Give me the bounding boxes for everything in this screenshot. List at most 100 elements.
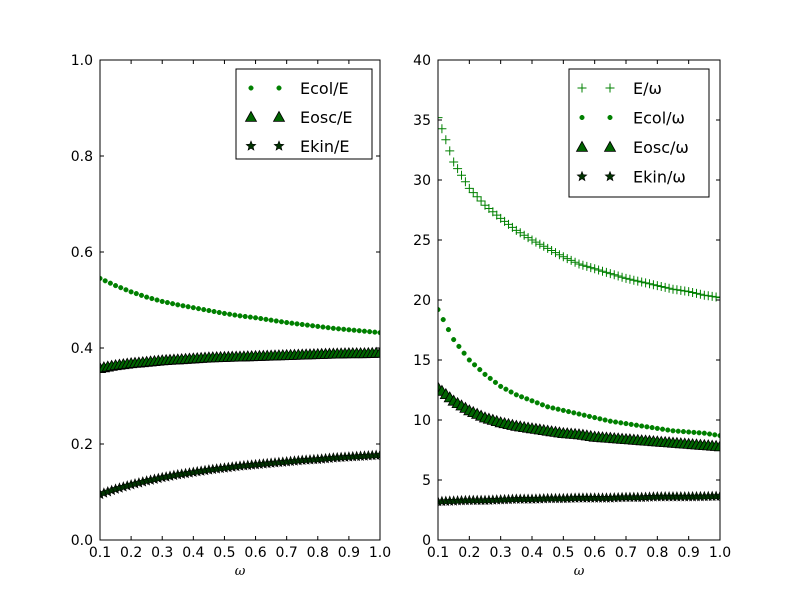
right-data-point: [555, 406, 561, 412]
left-data-point: [100, 275, 103, 281]
right-data-point: [515, 228, 525, 238]
right-data-point: [633, 422, 639, 428]
right-data-point: [680, 429, 686, 435]
right-legend-marker: [577, 83, 587, 93]
left-data-point: [361, 328, 367, 334]
right-data-point: [513, 392, 519, 398]
right-x-tick-label: 0.2: [458, 545, 480, 561]
right-data-point: [570, 257, 580, 267]
left-subplot: 0.1 0.2 0.3 0.4 0.5 0.6 0.7 0.8 0.9 1.0 0.0 0.2 0.4…: [71, 53, 391, 579]
left-data-point: [123, 287, 129, 293]
right-data-point: [701, 430, 707, 436]
left-legend: Ecol/E Eosc/E Ekin/E: [235, 68, 373, 160]
left-x-tick-label: 0.2: [120, 545, 142, 561]
right-data-point: [534, 400, 540, 406]
right-data-point: [456, 343, 462, 349]
left-data-point: [138, 292, 145, 298]
right-data-point: [641, 278, 651, 288]
right-data-point: [464, 183, 474, 193]
right-series-dot: [438, 307, 720, 439]
right-legend-label: E/ω: [633, 79, 662, 98]
right-data-point: [451, 337, 457, 343]
right-y-tick-label: 5: [422, 473, 431, 489]
left-data-point: [278, 319, 285, 325]
left-legend-frame: [235, 68, 373, 160]
left-data-point: [164, 300, 170, 306]
right-data-point: [601, 267, 611, 277]
right-plot-area: [438, 113, 720, 507]
left-data-point: [133, 291, 139, 297]
left-data-point: [294, 321, 300, 327]
right-data-point: [607, 418, 613, 424]
left-legend-label: Ekin/E: [300, 137, 349, 156]
right-data-point: [707, 431, 713, 437]
right-data-point: [539, 241, 549, 251]
right-legend: E/ω Ecol/ω Eosc/ω Ekin/ω: [568, 68, 710, 198]
left-data-point: [227, 311, 233, 317]
left-y-tick-label: 0.0: [71, 533, 93, 549]
right-data-point: [598, 266, 607, 276]
right-y-tick-label: 20: [413, 293, 431, 309]
right-data-point: [457, 170, 466, 180]
right-data-point: [618, 420, 624, 426]
left-data-point: [195, 306, 202, 312]
left-data-point: [201, 307, 207, 313]
right-data-point: [527, 235, 537, 245]
left-legend-marker: [248, 85, 254, 91]
right-data-point: [639, 423, 645, 429]
right-data-point: [656, 282, 666, 291]
left-data-point: [341, 326, 347, 332]
right-legend-marker: [579, 114, 585, 121]
right-data-point: [440, 317, 446, 323]
right-x-tick-label: 0.9: [678, 545, 700, 561]
right-x-tick-label: 0.8: [646, 545, 668, 561]
left-data-point: [335, 326, 342, 332]
right-data-point: [472, 192, 482, 202]
left-x-tick-label: 0.1: [89, 545, 111, 561]
left-data-point: [113, 283, 119, 289]
right-data-point: [649, 425, 655, 431]
right-data-point: [477, 367, 483, 373]
right-data-point: [676, 285, 686, 295]
right-data-point: [582, 261, 592, 271]
right-data-point: [468, 188, 478, 198]
right-data-point: [692, 288, 701, 298]
left-data-point: [242, 313, 248, 320]
right-x-axis-label: ω: [574, 564, 585, 579]
right-data-point: [672, 285, 682, 295]
right-data-point: [554, 250, 564, 260]
right-data-point: [684, 287, 694, 297]
left-data-point: [118, 285, 124, 291]
right-data-point: [713, 440, 720, 452]
left-y-tick-label: 1.0: [71, 53, 93, 69]
left-x-ticks: 0.1 0.2 0.3 0.4 0.5 0.6 0.7 0.8 0.9 1.0: [89, 60, 391, 561]
left-x-tick-label: 0.6: [244, 545, 266, 561]
left-series-dot: [100, 275, 380, 336]
left-data-point: [190, 305, 196, 311]
right-data-point: [466, 357, 472, 363]
left-series-star: [100, 449, 380, 500]
right-data-point: [623, 421, 629, 427]
right-data-point: [637, 277, 647, 287]
left-y-tick-label: 0.6: [71, 245, 93, 261]
right-data-point: [613, 419, 619, 425]
right-y-tick-label: 40: [413, 53, 431, 69]
right-x-tick-label: 0.1: [427, 545, 449, 561]
right-data-point: [551, 248, 560, 258]
left-data-point: [170, 301, 176, 307]
right-data-point: [592, 415, 598, 421]
right-data-point: [609, 270, 619, 280]
right-data-point: [633, 276, 643, 286]
right-data-point: [695, 289, 705, 299]
left-legend-label: Eosc/E: [300, 108, 353, 127]
left-legend-marker: [273, 140, 285, 151]
right-data-point: [712, 432, 718, 438]
right-data-point: [438, 113, 443, 123]
left-data-point: [107, 280, 113, 286]
right-data-point: [476, 196, 486, 206]
right-data-point: [531, 237, 541, 247]
right-legend-marker: [604, 170, 616, 182]
right-data-point: [547, 246, 557, 255]
left-data-point: [253, 315, 259, 321]
left-data-point: [330, 325, 336, 331]
